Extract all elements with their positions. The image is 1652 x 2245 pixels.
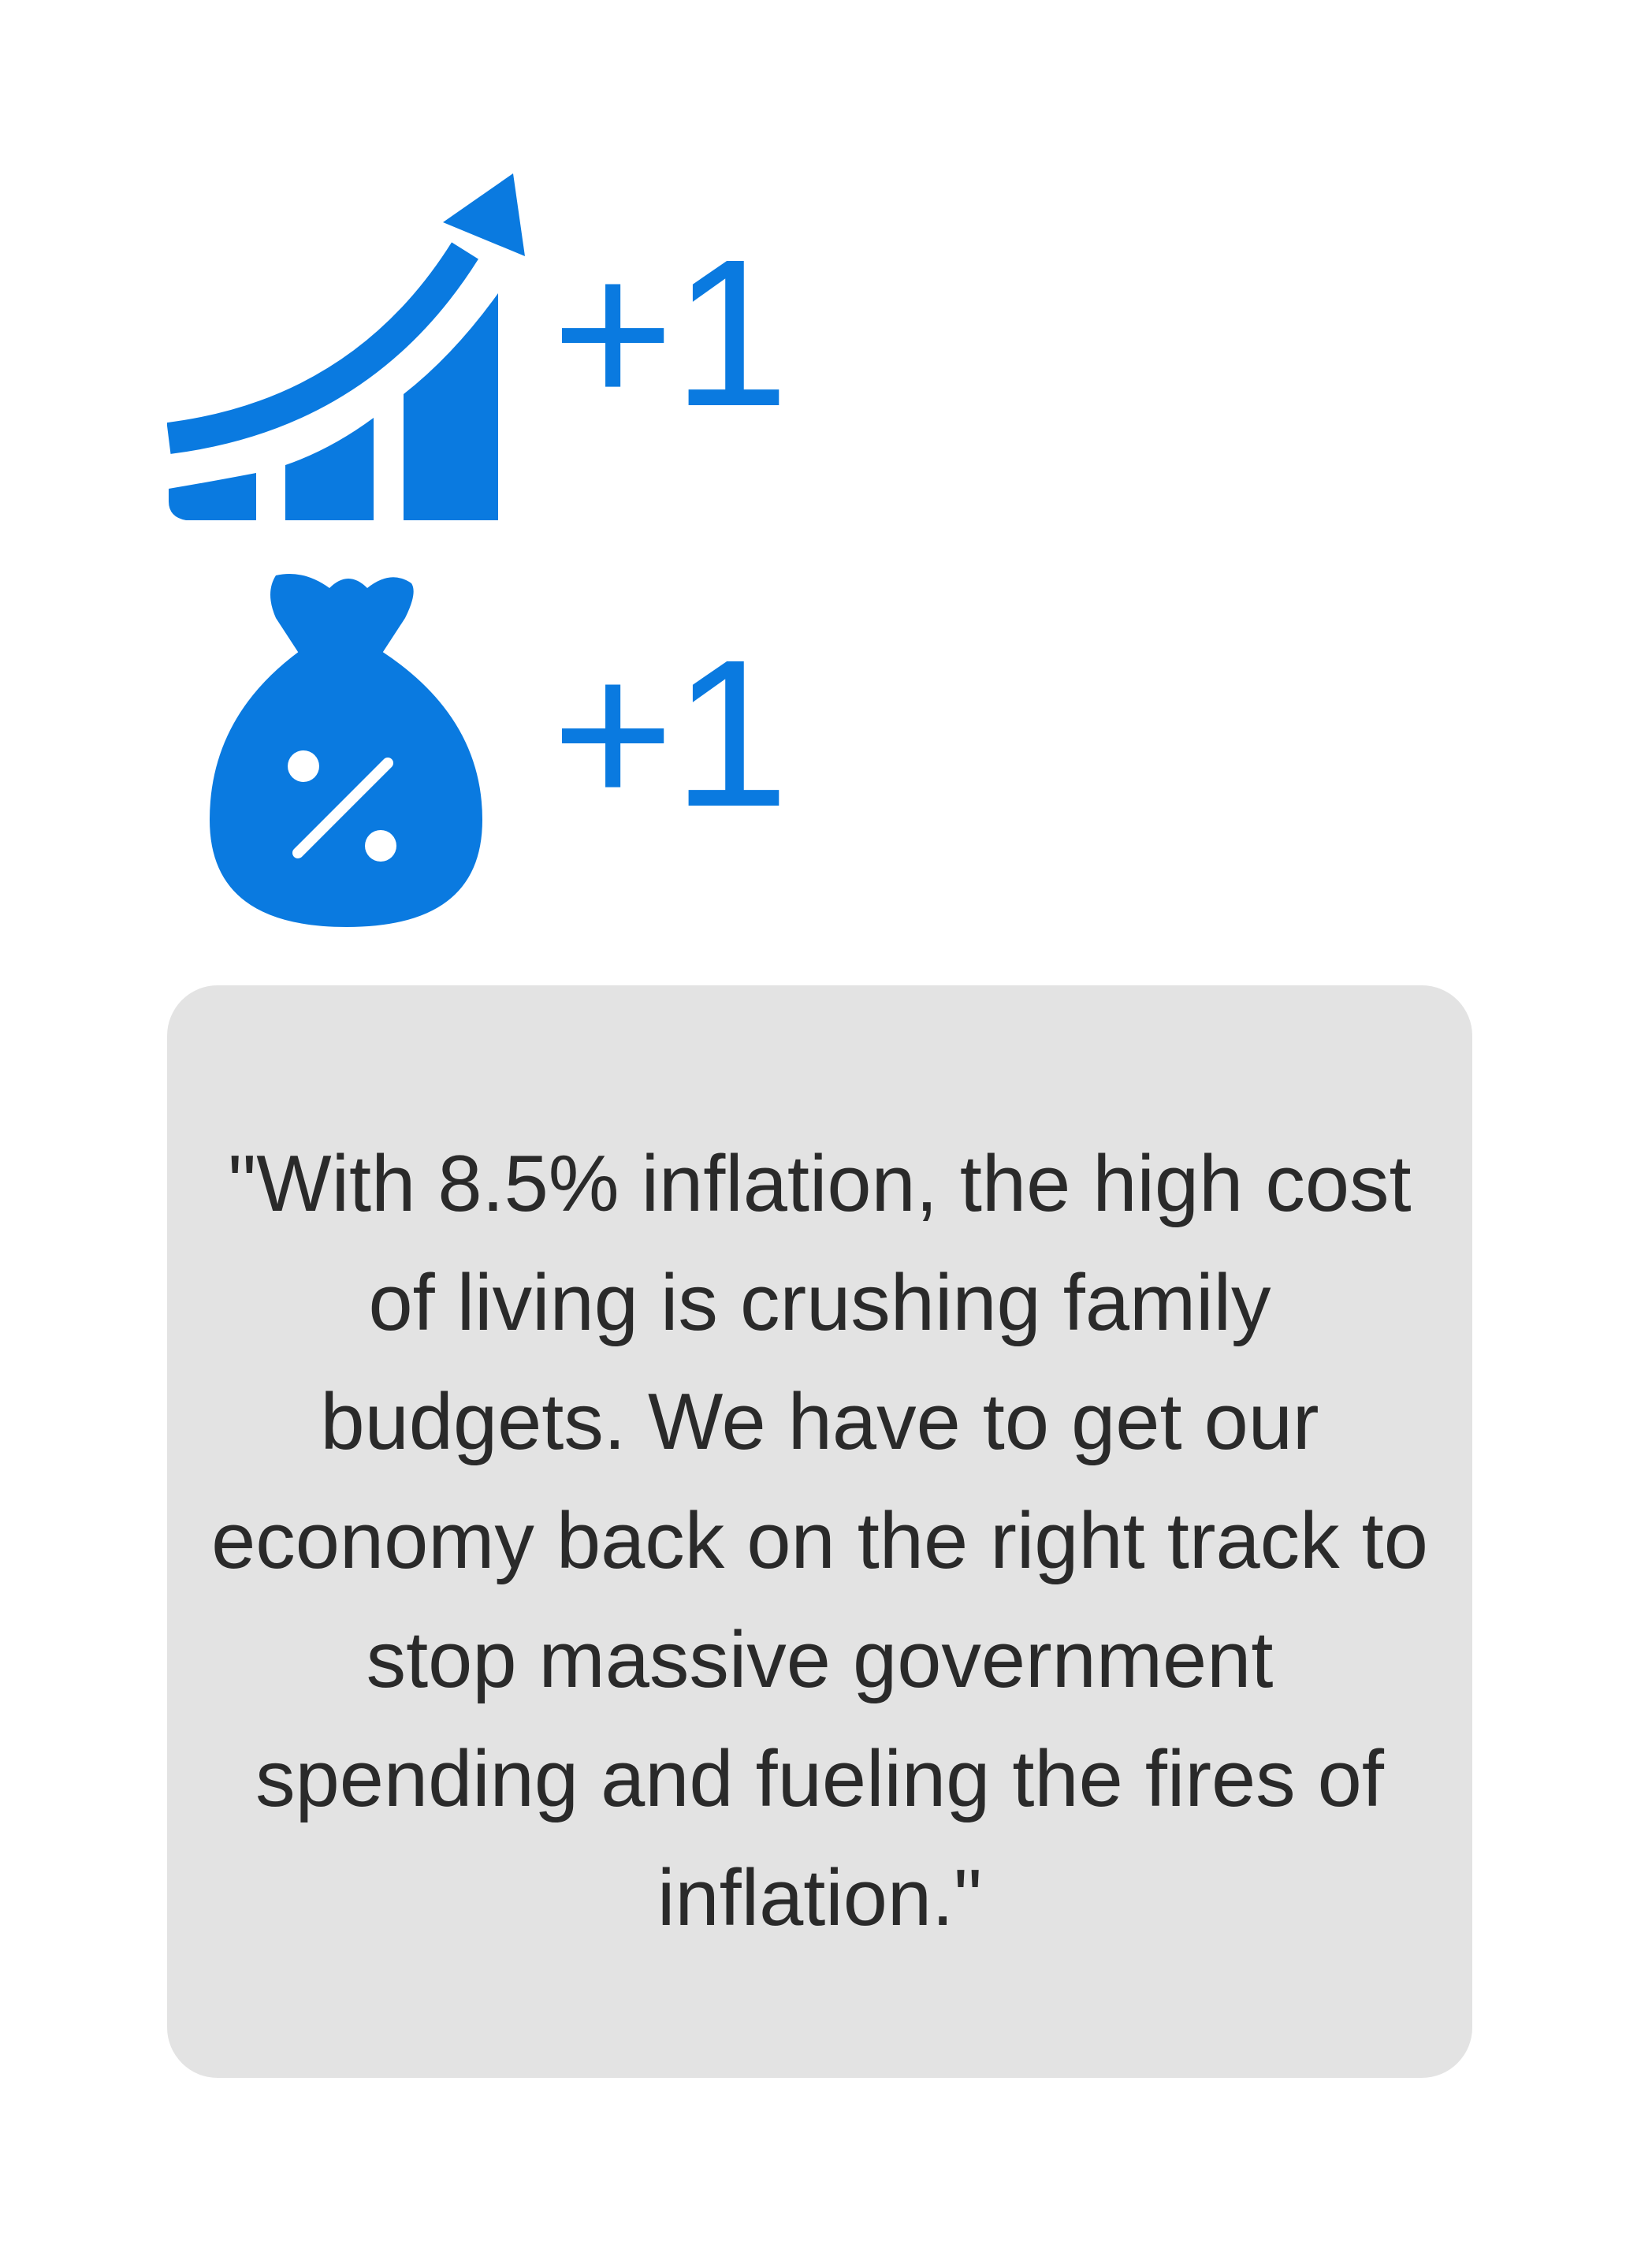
quote-card: "With 8.5% inflation, the high cost of l… bbox=[167, 985, 1472, 2078]
growth-chart-arrow-icon bbox=[167, 173, 525, 520]
money-bag-score: +1 bbox=[552, 616, 789, 851]
growth-score: +1 bbox=[552, 216, 789, 450]
quote-text: "With 8.5% inflation, the high cost of l… bbox=[211, 1139, 1428, 1942]
money-bag-percent-icon bbox=[210, 574, 482, 927]
